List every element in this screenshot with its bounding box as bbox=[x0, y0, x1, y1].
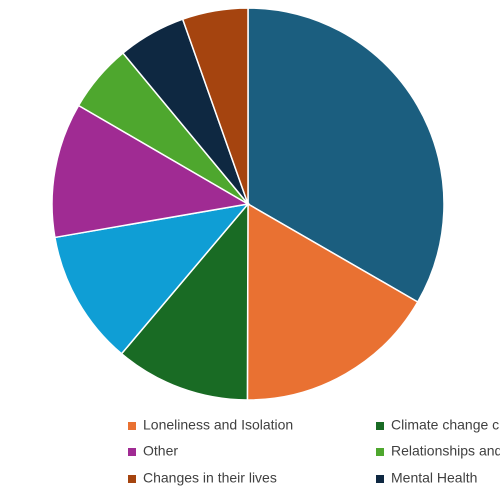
pie-slice bbox=[51, 104, 251, 239]
legend-marker bbox=[376, 448, 384, 456]
pie-slice bbox=[247, 7, 445, 304]
legend-label: Climate change c bbox=[391, 417, 499, 433]
legend-marker bbox=[376, 422, 384, 430]
legend-marker bbox=[376, 475, 384, 483]
legend-label: Mental Health bbox=[391, 470, 477, 486]
pie-slice bbox=[181, 7, 249, 205]
legend-marker bbox=[128, 448, 136, 456]
legend-label: Other bbox=[143, 443, 178, 459]
legend-label: Changes in their lives bbox=[143, 470, 277, 486]
legend-label: Loneliness and Isolation bbox=[143, 417, 293, 433]
legend-marker bbox=[128, 422, 136, 430]
pie-slice bbox=[120, 201, 249, 401]
pie-slice bbox=[246, 202, 419, 401]
legend-label: Relationships and bbox=[391, 443, 500, 459]
legend-marker bbox=[128, 475, 136, 483]
pie-slice bbox=[54, 202, 250, 355]
